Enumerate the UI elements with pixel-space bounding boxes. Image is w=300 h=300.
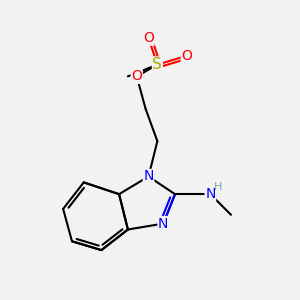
Text: O: O: [143, 31, 154, 45]
Text: N: N: [205, 187, 215, 201]
Text: H: H: [214, 182, 222, 192]
Text: N: N: [158, 217, 168, 231]
Text: O: O: [182, 49, 192, 63]
Text: S: S: [152, 57, 162, 72]
Text: O: O: [131, 69, 142, 83]
Text: N: N: [143, 169, 154, 184]
